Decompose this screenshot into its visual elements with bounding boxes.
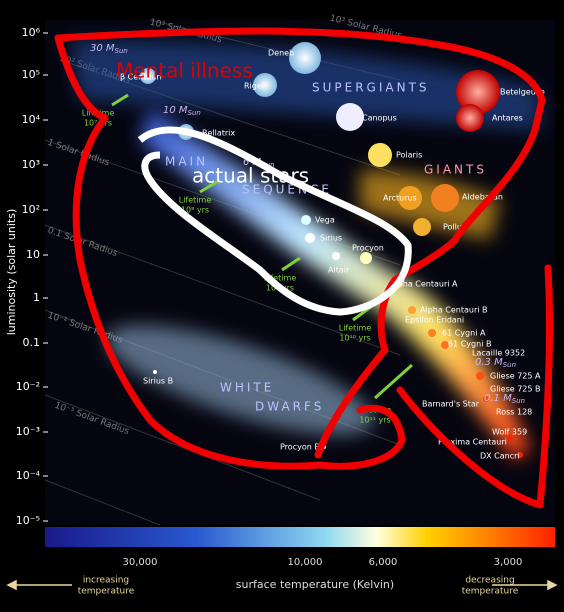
star-label: Bellatrix [202,129,235,138]
lifetime-label: 10¹¹ yrs [359,416,390,425]
x-tick-label: 3,000 [494,557,523,568]
star-label: 61 Cygni A [442,329,486,338]
star-label: Alpha Centauri A [390,280,458,289]
y-tick-label: 10⁶ [22,26,41,39]
star-labels: Deneb Rigel β Centauri Betelgeuse Antares Can… [120,49,545,461]
star-label: Pollux [443,223,467,232]
region-label: SUPERGIANTS [312,81,430,95]
y-tick-label: 1 [33,291,40,304]
mass-label: 10 MSun [163,105,201,117]
annotation: actual stars [192,164,309,188]
mass-label: 0.3 MSun [475,357,516,369]
star-label: Alpha Centauri B [420,306,488,315]
y-tick-label: 10⁻⁵ [16,514,40,527]
star-label: Betelgeuse [500,88,545,97]
region-label: DWARFS [255,400,324,414]
red-scribble [54,27,554,509]
y-tick-label: 10² [22,203,40,216]
star-label: Sirius [320,234,342,243]
star-label: Barnard's Star [422,400,480,409]
x-tick-label: 10,000 [288,557,323,568]
y-axis: 10⁶ 10⁵ 10⁴ 10³ 10² 10 1 0.1 10⁻² 10⁻³ 10⁻⁴ 10⁻⁵ [16,26,48,527]
spectral-bar [45,527,555,547]
y-tick-label: 10⁻³ [16,425,40,438]
star-label: Polaris [396,151,422,160]
x-axis-label: surface temperature (Kelvin) [236,578,394,591]
star-label: Procyon B [280,443,320,452]
star-label: Arcturus [383,194,417,203]
star-label: Antares [492,114,523,123]
y-tick-label: 10 [26,248,40,261]
arrows [6,579,558,591]
arrow-label: increasing [83,576,129,586]
y-axis-label: luminosity (solar units) [5,209,18,336]
region-label: MAIN [165,155,208,169]
star-label: Wolf 359 [492,428,527,437]
star-label: 61 Cygni B [448,340,491,349]
x-tick-label: 30,000 [123,557,158,568]
white-scribble [137,126,412,316]
y-tick-label: 10⁵ [22,68,40,81]
y-tick-label: 10³ [22,158,40,171]
arrow-label: temperature [78,587,135,597]
x-tick-label: 6,000 [369,557,398,568]
star-label: Procyon [352,244,384,253]
mass-label: 0.1 MSun [484,393,525,405]
y-tick-label: 0.1 [23,336,41,349]
star-label: Sirius B [143,377,173,386]
star-label: Canopus [362,114,397,123]
star-label: Gliese 725 B [490,385,541,394]
star-label: Altair [328,266,350,275]
mass-label: 30 MSun [90,43,128,55]
annotation: Mental illness [116,59,253,83]
lifetime-label: 10¹⁰ yrs [339,334,370,343]
star-label: Proxima Centauri [438,438,507,447]
lifetime-label: Lifetime [179,196,212,205]
lifetime-label: Lifetime [264,274,297,283]
star-label: Rigel [244,82,264,91]
star-label: Deneb [268,49,294,58]
star-label: Vega [315,216,335,225]
star-label: Lacaille 9352 [472,349,525,358]
x-ticks: 30,000 10,000 6,000 3,000 [123,557,523,568]
star-label: Epsilon Eridani [405,316,464,325]
star-label: Ross 128 [496,408,532,417]
y-tick-label: 10⁻² [16,380,40,393]
star-label: DX Cancri [480,452,520,461]
y-tick-label: 10⁴ [22,113,41,126]
arrow-label: decreasing [465,576,514,586]
lifetime-label: Lifetime [339,324,372,333]
lifetime-label: 10⁸ yrs [181,206,209,215]
star-label: Aldebaran [462,193,503,202]
arrow-label: temperature [462,587,519,597]
region-label: WHITE [220,381,274,395]
star-label: Gliese 725 A [490,372,541,381]
y-tick-label: 10⁻⁴ [16,469,41,482]
region-label: GIANTS [424,163,487,177]
star-label: β Centauri [120,73,162,82]
